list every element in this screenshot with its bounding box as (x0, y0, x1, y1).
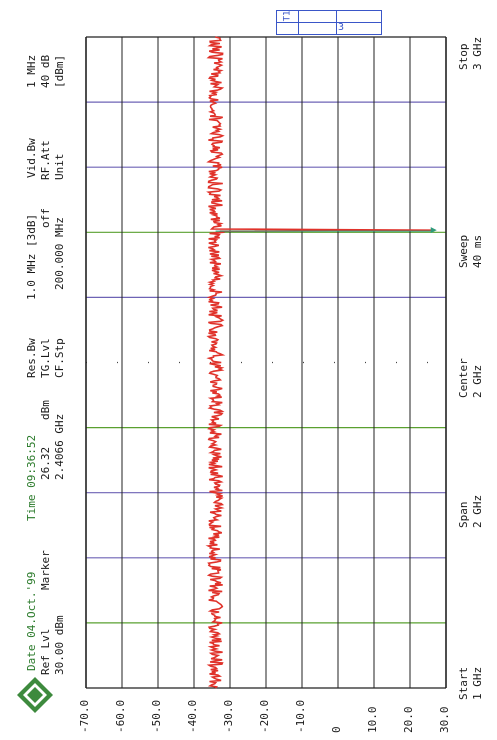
stop-value: 3 GHz (471, 36, 484, 70)
sweep-label: Sweep (457, 234, 470, 268)
center-label: Center (457, 358, 470, 398)
sweep-value: 40 ms (471, 234, 484, 268)
span-label: Span (457, 501, 470, 529)
center-value: 2 GHz (471, 364, 484, 398)
start-label: Start (457, 666, 470, 700)
start-value: 1 GHz (471, 666, 484, 700)
spectrum-trace (205, 36, 433, 689)
trace-indicator: T1 3 (276, 10, 382, 35)
marker-triangle (430, 227, 437, 234)
stop-label: Stop (457, 43, 470, 71)
rohde-schwarz-logo (16, 676, 54, 714)
span-value: 2 GHz (471, 494, 484, 528)
trace-number: 3 (338, 22, 345, 33)
